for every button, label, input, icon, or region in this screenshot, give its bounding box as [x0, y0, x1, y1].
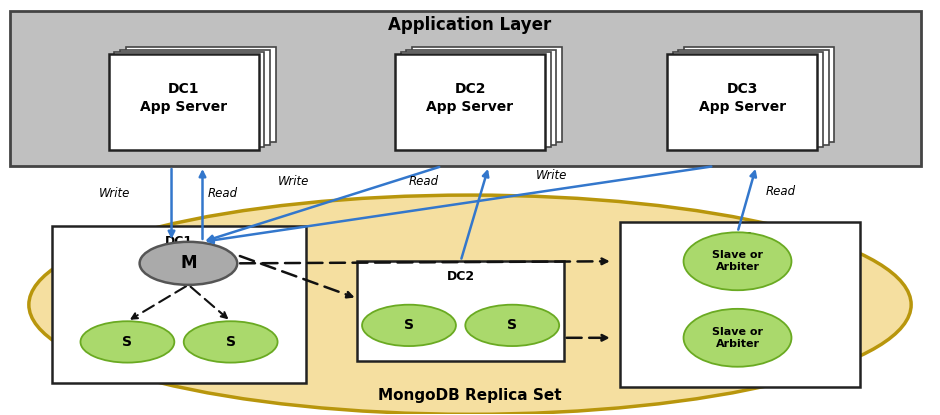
Text: Slave or
Arbiter: Slave or Arbiter	[712, 327, 763, 349]
Text: Write: Write	[100, 187, 131, 200]
Text: S: S	[508, 318, 517, 332]
Ellipse shape	[683, 232, 791, 290]
Text: DC2: DC2	[446, 270, 475, 283]
FancyBboxPatch shape	[684, 47, 834, 142]
FancyBboxPatch shape	[667, 54, 817, 149]
Circle shape	[183, 321, 277, 363]
Text: Write: Write	[277, 175, 309, 188]
FancyBboxPatch shape	[120, 49, 270, 145]
Ellipse shape	[29, 195, 911, 414]
Text: Slave or
Arbiter: Slave or Arbiter	[712, 250, 763, 273]
FancyBboxPatch shape	[357, 261, 564, 361]
Text: DC1: DC1	[164, 235, 193, 248]
FancyBboxPatch shape	[406, 49, 556, 145]
Text: S: S	[404, 318, 414, 332]
Circle shape	[465, 305, 559, 346]
FancyBboxPatch shape	[115, 52, 264, 147]
Text: S: S	[226, 335, 236, 349]
Text: S: S	[122, 335, 133, 349]
Text: Write: Write	[536, 168, 567, 181]
Circle shape	[140, 242, 237, 285]
Circle shape	[362, 305, 456, 346]
Text: MongoDB Replica Set: MongoDB Replica Set	[378, 388, 562, 403]
FancyBboxPatch shape	[620, 222, 859, 388]
Circle shape	[81, 321, 174, 363]
FancyBboxPatch shape	[673, 52, 822, 147]
FancyBboxPatch shape	[412, 47, 562, 142]
Text: Read: Read	[409, 175, 439, 188]
Text: DC3
App Server: DC3 App Server	[698, 82, 786, 114]
FancyBboxPatch shape	[10, 11, 920, 166]
Text: DC2
App Server: DC2 App Server	[427, 82, 513, 114]
FancyBboxPatch shape	[395, 54, 545, 149]
Text: DC1
App Server: DC1 App Server	[140, 82, 227, 114]
Text: Read: Read	[766, 185, 796, 198]
Text: DC3: DC3	[726, 231, 754, 244]
Text: M: M	[180, 254, 196, 272]
FancyBboxPatch shape	[679, 49, 828, 145]
FancyBboxPatch shape	[400, 52, 551, 147]
Text: Read: Read	[207, 187, 237, 200]
Ellipse shape	[683, 309, 791, 367]
FancyBboxPatch shape	[109, 54, 259, 149]
FancyBboxPatch shape	[53, 226, 306, 383]
FancyBboxPatch shape	[126, 47, 275, 142]
Text: Application Layer: Application Layer	[388, 16, 552, 34]
